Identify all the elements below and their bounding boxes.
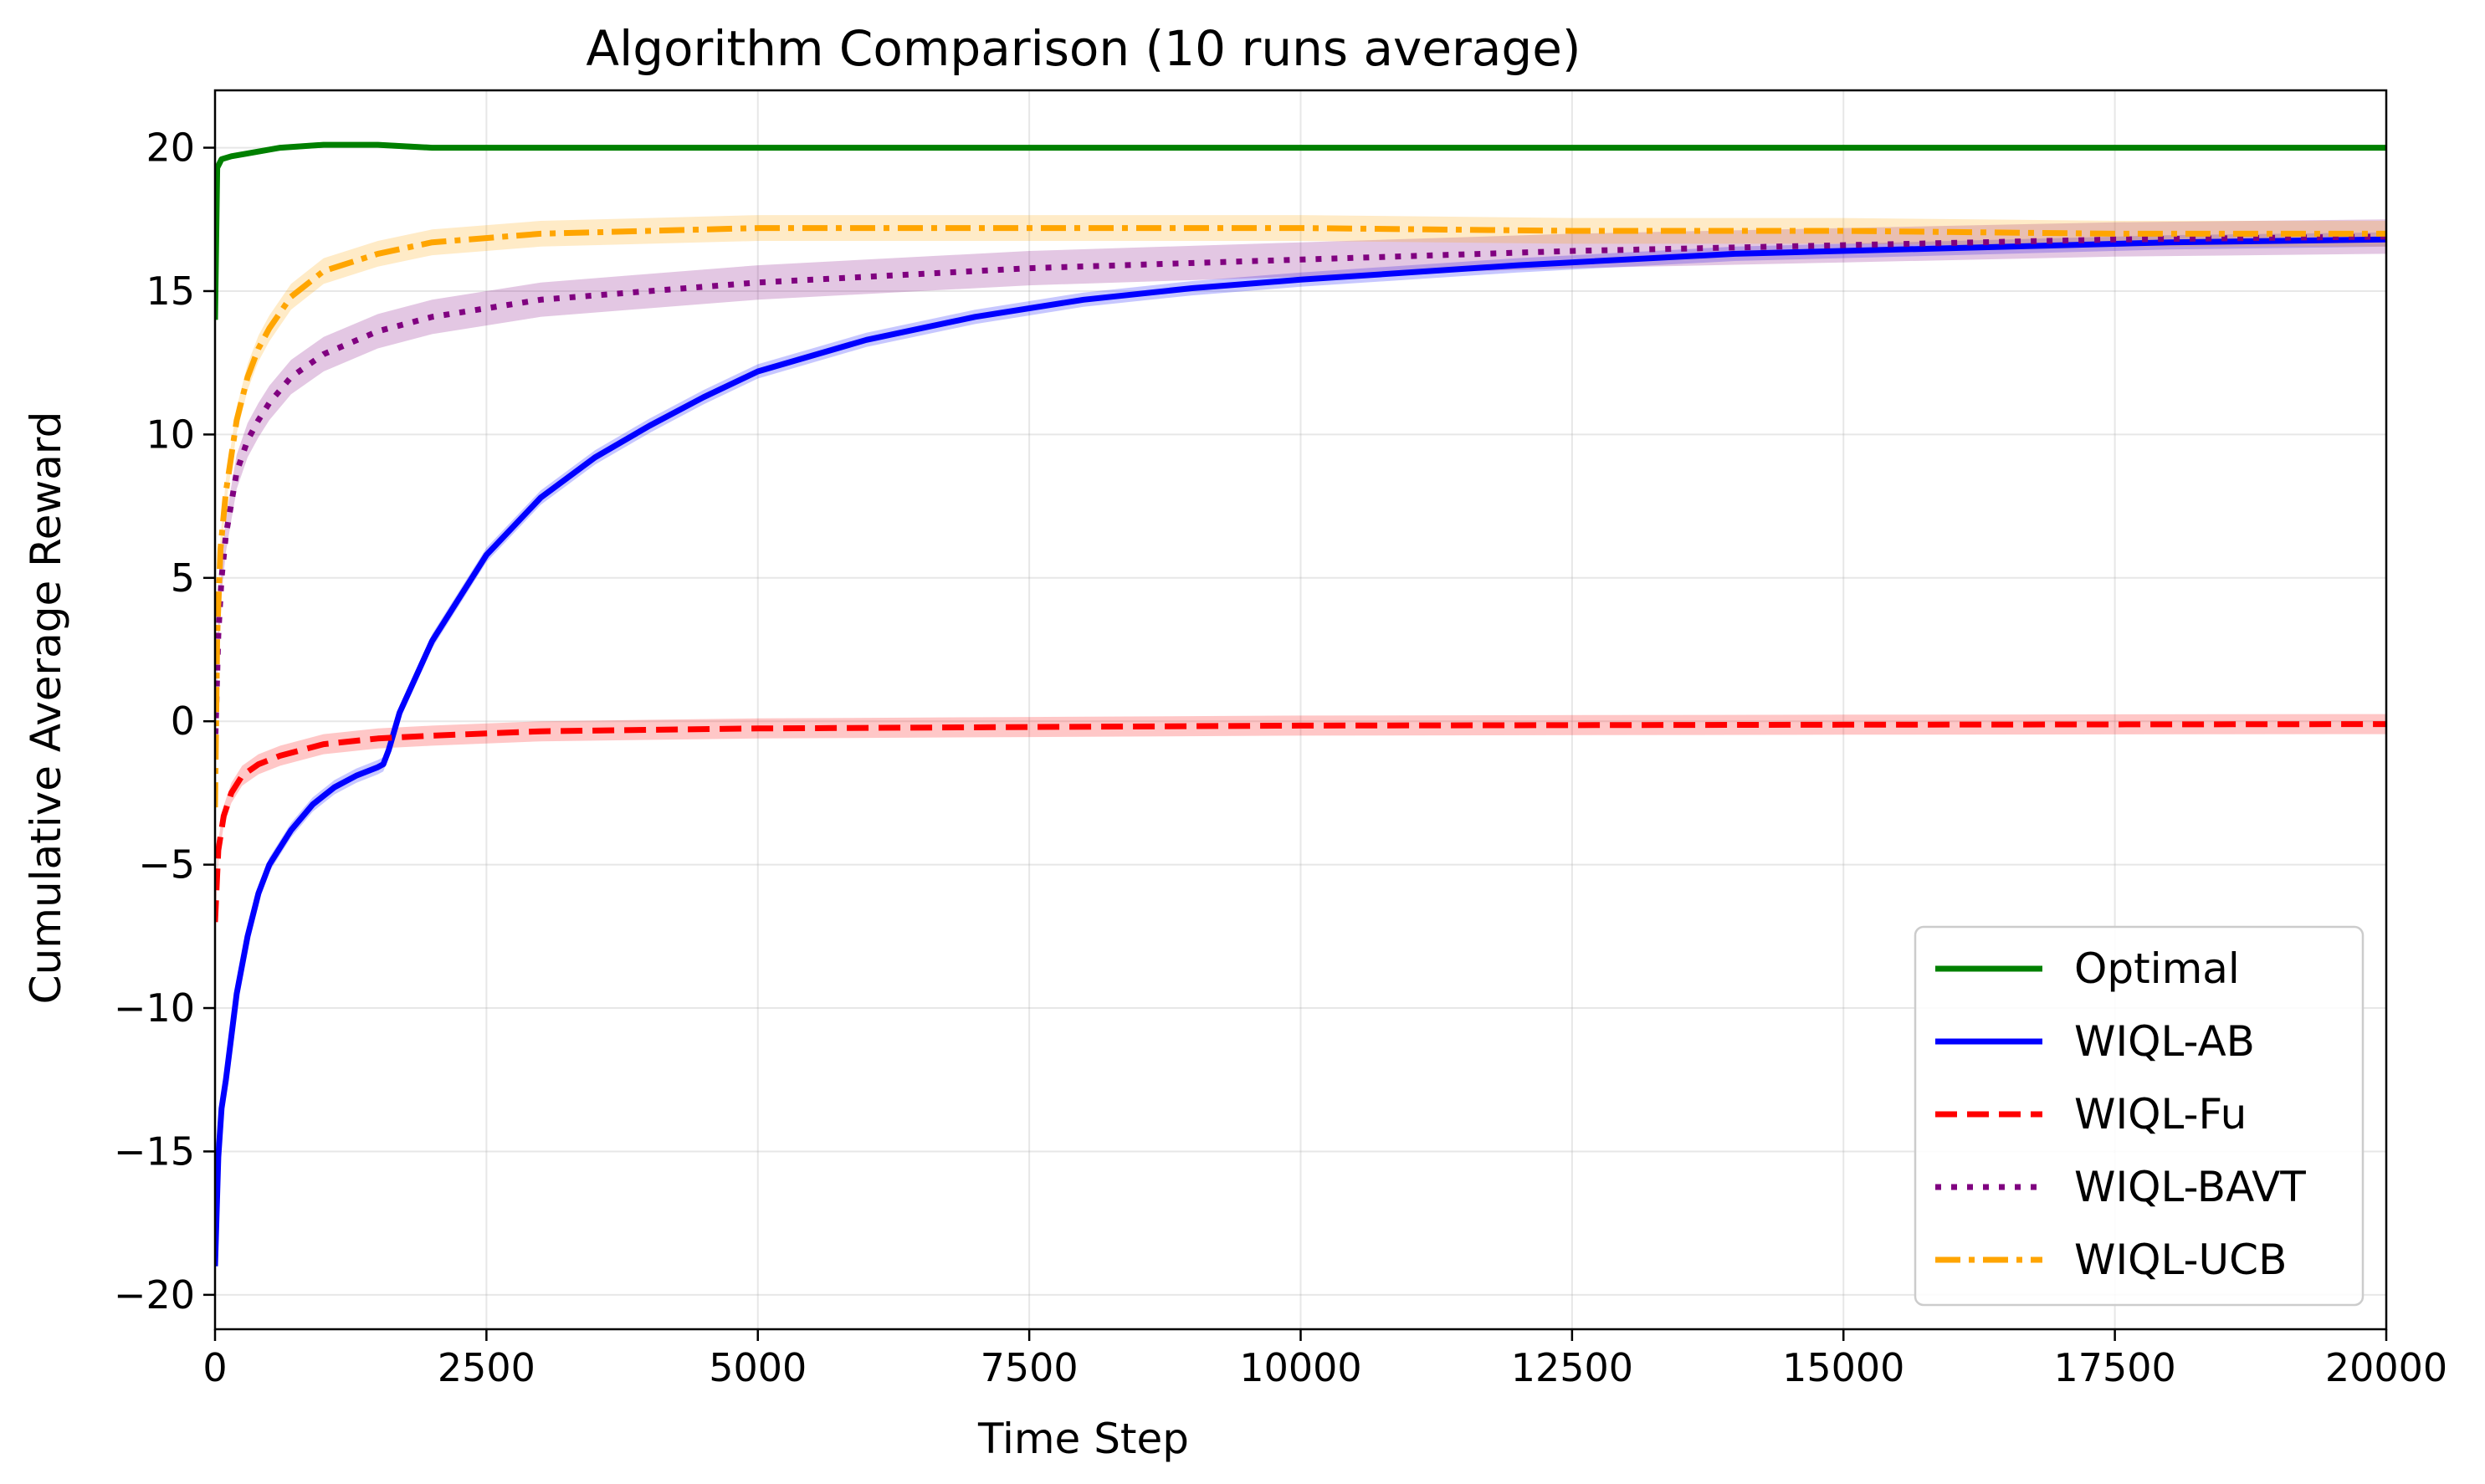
series-lines xyxy=(215,141,2386,1267)
x-axis-ticks: 0 2500 5000 7500 10000 12500 15000 17500 20000 xyxy=(202,1329,2447,1390)
legend-label-wiql-ucb: WIQL-UCB xyxy=(2074,1236,2287,1284)
y-tick-label: 15 xyxy=(146,269,195,314)
line-wiql-ucb xyxy=(215,225,2386,808)
x-tick-label: 5000 xyxy=(709,1345,807,1390)
legend: Optimal WIQL-AB WIQL-Fu WIQL-BAVT WIQL-UCB xyxy=(1914,925,2365,1307)
y-tick-label: 20 xyxy=(146,125,195,171)
band-wiql-fu xyxy=(215,714,2386,933)
line-optimal xyxy=(215,141,2386,320)
y-tick-label: 5 xyxy=(171,555,195,601)
y-tick-label: −10 xyxy=(114,985,195,1031)
x-tick-label: 15000 xyxy=(1782,1345,1904,1390)
line-wiql-fu xyxy=(215,721,2386,923)
x-tick-label: 10000 xyxy=(1239,1345,1361,1390)
x-tick-label: 12500 xyxy=(1511,1345,1633,1390)
legend-box xyxy=(1914,925,2365,1307)
confidence-bands xyxy=(215,141,2386,1274)
x-axis-label: Time Step xyxy=(977,1415,1189,1463)
legend-label-optimal: Optimal xyxy=(2074,944,2240,993)
y-axis-ticks: −20 −15 −10 −5 0 5 10 15 20 xyxy=(114,125,215,1318)
y-tick-label: 0 xyxy=(171,699,195,744)
chart-title: Algorithm Comparison (10 runs average) xyxy=(586,20,1581,77)
legend-label-wiql-ab: WIQL-AB xyxy=(2074,1017,2255,1066)
x-tick-label: 0 xyxy=(202,1345,227,1390)
x-tick-label: 2500 xyxy=(438,1345,535,1390)
x-tick-label: 20000 xyxy=(2325,1345,2447,1390)
legend-label-wiql-fu: WIQL-Fu xyxy=(2074,1090,2247,1139)
y-tick-label: −5 xyxy=(138,842,195,888)
x-tick-label: 7500 xyxy=(981,1345,1079,1390)
y-tick-label: −20 xyxy=(114,1272,195,1318)
y-tick-label: −15 xyxy=(114,1128,195,1174)
y-tick-label: 10 xyxy=(146,412,195,457)
x-tick-label: 17500 xyxy=(2053,1345,2175,1390)
line-wiql-ab xyxy=(215,236,2386,1267)
y-axis-label: Cumulative Average Reward xyxy=(22,412,70,1005)
legend-label-wiql-bavt: WIQL-BAVT xyxy=(2074,1163,2306,1211)
